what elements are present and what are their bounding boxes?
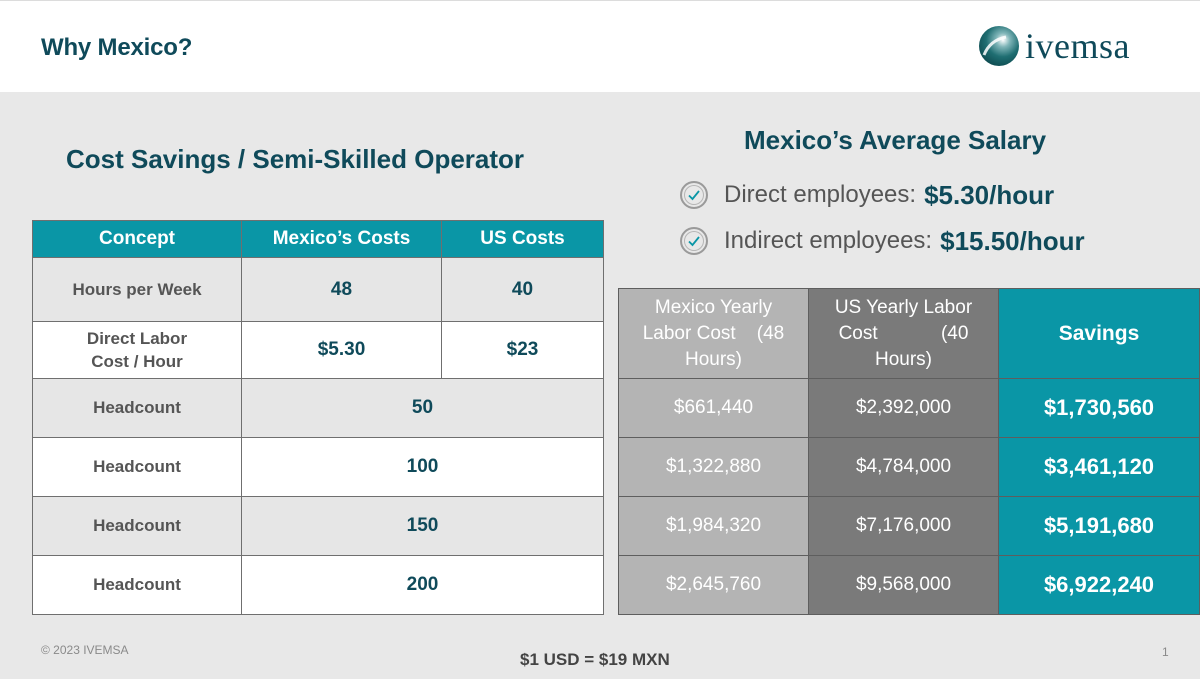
savings-value: $5,191,680	[998, 496, 1200, 556]
row-label-line: Cost / Hour	[91, 352, 183, 371]
row-label: Headcount	[32, 555, 242, 615]
us-yearly-cost: $2,392,000	[808, 378, 999, 438]
column-header-us-yearly: US Yearly Labor Cost (40 Hours)	[808, 288, 999, 379]
cost-comparison-table: Concept Mexico’s Costs US Costs Hours pe…	[32, 220, 604, 615]
table-header-row: Mexico Yearly Labor Cost (48 Hours) US Y…	[618, 288, 1200, 379]
bullet-value: $15.50/hour	[940, 225, 1085, 256]
table-row: $661,440 $2,392,000 $1,730,560	[618, 378, 1200, 438]
savings-value: $6,922,240	[998, 555, 1200, 615]
bullet-label: Indirect employees:	[724, 227, 933, 254]
table-row: $1,322,880 $4,784,000 $3,461,120	[618, 437, 1200, 497]
savings-value: $3,461,120	[998, 437, 1200, 497]
mexico-yearly-cost: $2,645,760	[618, 555, 809, 615]
table-row: $1,984,320 $7,176,000 $5,191,680	[618, 496, 1200, 556]
company-logo: ivemsa	[978, 25, 1130, 67]
mexico-value: 48	[241, 257, 442, 322]
column-header: Concept	[32, 220, 242, 258]
headcount-value: 100	[241, 437, 604, 497]
header-line: Mexico Yearly	[654, 296, 773, 318]
check-circle-icon	[680, 227, 708, 255]
page-number: 1	[1162, 645, 1169, 659]
page-title: Why Mexico?	[41, 34, 193, 61]
column-header: US Costs	[441, 220, 604, 258]
table-row: Headcount 150	[32, 496, 604, 556]
mexico-yearly-cost: $661,440	[618, 378, 809, 438]
bullet-label: Direct employees:	[724, 181, 917, 208]
headcount-value: 200	[241, 555, 604, 615]
table-row: Headcount 50	[32, 378, 604, 438]
header-line: US Yearly Labor	[834, 296, 973, 318]
mexico-yearly-cost: $1,322,880	[618, 437, 809, 497]
headcount-value: 50	[241, 378, 604, 438]
salary-bullet-list: Direct employees: $5.30/hour Indirect em…	[680, 172, 1085, 264]
table-row: Headcount 200	[32, 555, 604, 615]
headcount-value: 150	[241, 496, 604, 556]
header-line: Cost (40	[838, 322, 969, 344]
us-yearly-cost: $4,784,000	[808, 437, 999, 497]
table-row: Hours per Week 48 40	[32, 257, 604, 322]
savings-value: $1,730,560	[998, 378, 1200, 438]
check-circle-icon	[680, 181, 708, 209]
row-label: Hours per Week	[32, 257, 242, 322]
row-label: Headcount	[32, 437, 242, 497]
mexico-yearly-cost: $1,984,320	[618, 496, 809, 556]
row-label: Direct Labor Cost / Hour	[32, 321, 242, 379]
exchange-rate-note: $1 USD = $19 MXN	[520, 650, 670, 669]
table-row: Direct Labor Cost / Hour $5.30 $23	[32, 321, 604, 379]
copyright-text: © 2023 IVEMSA	[41, 643, 129, 657]
row-label: Headcount	[32, 378, 242, 438]
table-row: Headcount 100	[32, 437, 604, 497]
right-section-title: Mexico’s Average Salary	[744, 125, 1047, 155]
column-header: Mexico’s Costs	[241, 220, 442, 258]
yearly-savings-table: Mexico Yearly Labor Cost (48 Hours) US Y…	[618, 288, 1200, 615]
globe-logo-icon	[979, 26, 1019, 66]
column-header-mexico-yearly: Mexico Yearly Labor Cost (48 Hours)	[618, 288, 809, 379]
bullet-direct-employees: Direct employees: $5.30/hour	[680, 172, 1085, 218]
us-value: $23	[441, 321, 604, 379]
header-line: Hours)	[684, 348, 742, 370]
row-label: Headcount	[32, 496, 242, 556]
logo-text: ivemsa	[1025, 26, 1130, 66]
bullet-value: $5.30/hour	[924, 179, 1055, 210]
table-row: $2,645,760 $9,568,000 $6,922,240	[618, 555, 1200, 615]
bullet-indirect-employees: Indirect employees: $15.50/hour	[680, 218, 1085, 264]
table-header-row: Concept Mexico’s Costs US Costs	[32, 220, 604, 258]
header-line: Hours)	[874, 348, 932, 370]
column-header-savings: Savings	[998, 288, 1200, 379]
us-yearly-cost: $9,568,000	[808, 555, 999, 615]
left-section-title: Cost Savings / Semi-Skilled Operator	[66, 144, 525, 174]
us-yearly-cost: $7,176,000	[808, 496, 999, 556]
us-value: 40	[441, 257, 604, 322]
mexico-value: $5.30	[241, 321, 442, 379]
row-label-line: Direct Labor	[86, 329, 188, 348]
slide-header: Why Mexico? ivemsa	[0, 0, 1200, 92]
header-line: Labor Cost (48	[642, 322, 785, 344]
